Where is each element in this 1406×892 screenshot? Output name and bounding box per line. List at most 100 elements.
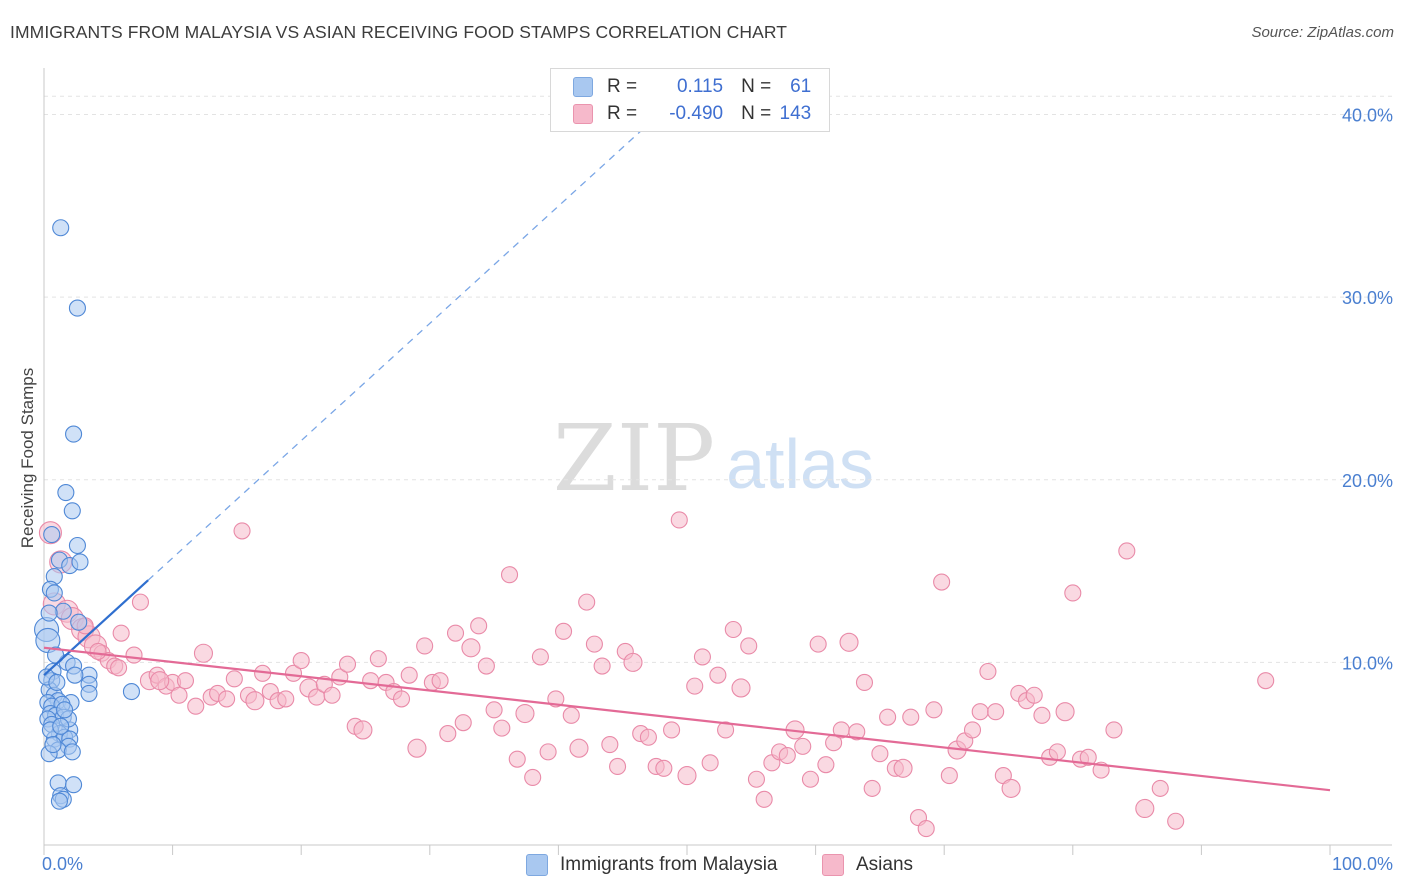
scatter-point-asians — [1151, 779, 1169, 797]
scatter-point-asians — [187, 697, 205, 715]
scatter-point-asians — [639, 728, 657, 746]
scatter-point-asians — [125, 646, 143, 664]
trend-lines — [43, 117, 1331, 792]
y-axis-label: Receiving Food Stamps — [18, 368, 37, 548]
legend-row-malaysia: R = 0.115 N = 61 — [573, 75, 811, 99]
scatter-point-asians — [1118, 542, 1136, 560]
scatter-point-asians — [940, 767, 958, 785]
bottom-swatch-malaysia — [526, 854, 548, 876]
legend-r-value: -0.490 — [669, 103, 724, 124]
x-tick-label: 100.0% — [1332, 854, 1393, 874]
scatter-point-asians — [547, 690, 565, 708]
x-tick-label: 0.0% — [42, 854, 83, 874]
scatter-point-asians — [233, 522, 251, 540]
scatter-point-asians — [292, 652, 310, 670]
scatter-point-asians — [446, 624, 465, 642]
scatter-point-malaysia — [63, 743, 81, 761]
scatter-point-asians — [848, 723, 866, 741]
scatter-point-asians — [416, 637, 434, 655]
scatter-point-malaysia — [68, 536, 86, 555]
scatter-point-asians — [778, 746, 796, 765]
scatter-point-asians — [724, 620, 742, 639]
scatter-point-asians — [623, 652, 643, 672]
scatter-point-asians — [1079, 748, 1097, 766]
trend-line-asians — [43, 646, 1331, 792]
scatter-point-asians — [1025, 686, 1043, 704]
scatter-point-asians — [218, 690, 236, 708]
scatter-point-malaysia — [45, 584, 63, 602]
bottom-legend-label-malaysia: Immigrants from Malaysia — [560, 854, 778, 875]
scatter-point-asians — [225, 670, 243, 688]
scatter-point-asians — [1001, 778, 1021, 798]
legend-n-label: N = — [741, 76, 772, 97]
scatter-point-asians — [1033, 706, 1051, 724]
scatter-point-asians — [979, 662, 997, 681]
scatter-point-asians — [902, 708, 920, 726]
scatter-point-asians — [1055, 702, 1075, 722]
scatter-point-asians — [1064, 584, 1082, 602]
legend-swatch-malaysia — [573, 77, 593, 97]
scatter-point-asians — [740, 637, 758, 655]
scatter-point-asians — [686, 677, 704, 695]
scatter-point-asians — [400, 666, 418, 684]
scatter-point-asians — [131, 593, 149, 611]
scatter-point-asians — [1048, 743, 1066, 761]
scatter-point-malaysia — [80, 684, 98, 702]
scatter-point-asians — [755, 790, 773, 808]
scatter-point-asians — [485, 701, 503, 719]
scatter-point-malaysia — [50, 792, 68, 810]
scatter-point-asians — [515, 703, 535, 724]
scatter-point-asians — [879, 708, 897, 726]
scatter-point-asians — [701, 754, 719, 772]
scatter-point-malaysia — [52, 219, 70, 237]
trend-line-malaysia-extension — [147, 117, 656, 581]
scatter-point-asians — [817, 756, 835, 774]
scatter-point-malaysia — [54, 602, 72, 620]
scatter-point-asians — [170, 686, 188, 704]
stats-legend: R = 0.115 N = 61 R = -0.490 N = 143 — [550, 68, 830, 132]
scatter-point-asians — [369, 650, 387, 668]
scatter-point-asians — [601, 736, 619, 754]
scatter-point-malaysia — [71, 553, 89, 571]
scatter-point-asians — [809, 635, 827, 653]
scatter-point-malaysia — [68, 299, 86, 317]
legend-r-label: R = — [607, 76, 638, 97]
scatter-point-asians — [1105, 721, 1123, 739]
malaysia-points — [34, 219, 140, 810]
legend-swatch-asians — [573, 104, 593, 124]
scatter-point-asians — [454, 714, 472, 732]
scatter-point-asians — [794, 737, 812, 755]
scatter-point-asians — [971, 703, 989, 721]
scatter-point-asians — [110, 659, 128, 677]
scatter-point-asians — [677, 766, 697, 786]
scatter-point-asians — [693, 648, 711, 666]
scatter-point-asians — [531, 648, 549, 666]
scatter-point-asians — [245, 691, 265, 711]
scatter-point-asians — [176, 672, 195, 690]
gridlines — [44, 95, 1392, 663]
axes — [43, 68, 1392, 855]
scatter-point-asians — [470, 617, 488, 635]
tick-labels: 10.0% 20.0% 30.0% 40.0% 0.0% 100.0% — [42, 106, 1393, 874]
scatter-point-asians — [1167, 812, 1185, 830]
scatter-point-asians — [1257, 672, 1275, 690]
scatter-point-asians — [500, 566, 519, 584]
legend-n-label: N = — [741, 103, 772, 124]
scatter-point-asians — [392, 690, 411, 708]
scatter-point-malaysia — [44, 736, 62, 754]
scatter-point-asians — [917, 820, 935, 838]
chart-title: IMMIGRANTS FROM MALAYSIA VS ASIAN RECEIV… — [10, 22, 788, 42]
scatter-point-malaysia — [65, 776, 83, 794]
bottom-legend-malaysia: Immigrants from Malaysia — [526, 852, 778, 878]
scatter-point-asians — [663, 721, 681, 739]
legend-r-value: 0.115 — [676, 76, 724, 97]
scatter-point-asians — [585, 635, 603, 653]
scatter-point-asians — [353, 720, 373, 740]
scatter-point-asians — [439, 725, 457, 743]
scatter-point-asians — [871, 745, 889, 763]
asians-points — [38, 511, 1275, 838]
scatter-point-malaysia — [47, 646, 65, 664]
scatter-point-asians — [709, 666, 727, 684]
scatter-point-asians — [407, 738, 427, 758]
bottom-legend-label-asians: Asians — [856, 854, 914, 875]
